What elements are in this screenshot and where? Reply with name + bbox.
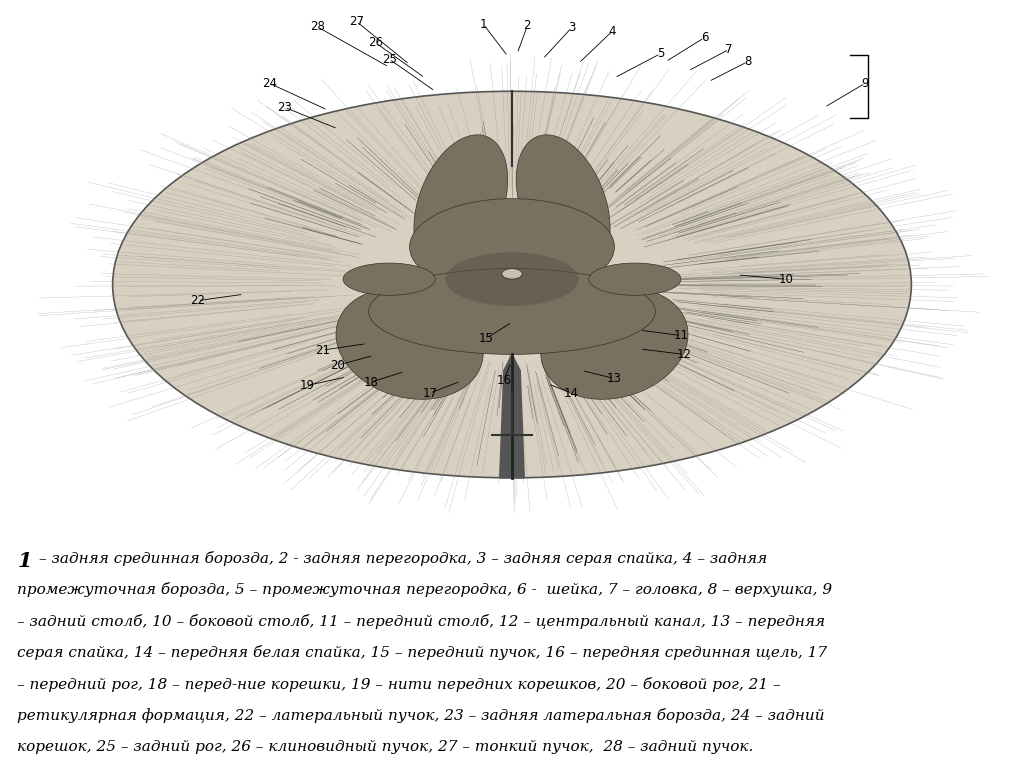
Text: 1: 1 xyxy=(479,18,487,31)
Text: 3: 3 xyxy=(567,21,575,35)
Text: 28: 28 xyxy=(310,21,325,33)
Ellipse shape xyxy=(369,268,655,354)
Text: 22: 22 xyxy=(190,295,205,307)
Text: 12: 12 xyxy=(677,348,691,360)
Text: промежуточная борозда, 5 – промежуточная перегородка, 6 -  шейка, 7 – головка, 8: промежуточная борозда, 5 – промежуточная… xyxy=(17,582,833,597)
Text: 18: 18 xyxy=(364,376,378,389)
Text: 13: 13 xyxy=(607,372,622,385)
Ellipse shape xyxy=(516,135,610,273)
Ellipse shape xyxy=(541,288,688,400)
Text: 26: 26 xyxy=(369,37,383,49)
Ellipse shape xyxy=(445,252,579,306)
Text: 9: 9 xyxy=(861,77,869,90)
Text: 23: 23 xyxy=(278,101,292,114)
Text: 11: 11 xyxy=(674,329,688,342)
Ellipse shape xyxy=(414,135,508,273)
Text: 27: 27 xyxy=(349,15,364,28)
Ellipse shape xyxy=(336,288,483,400)
Text: 14: 14 xyxy=(564,387,579,400)
Text: – передний рог, 18 – перед-ние корешки, 19 – нити передних корешков, 20 – боково: – передний рог, 18 – перед-ние корешки, … xyxy=(17,676,781,692)
Text: корешок, 25 – задний рог, 26 – клиновидный пучок, 27 – тонкий пучок,  28 – задни: корешок, 25 – задний рог, 26 – клиновидн… xyxy=(17,739,754,753)
Text: – задняя срединная борозда, 2 - задняя перегородка, 3 – задняя серая спайка, 4 –: – задняя срединная борозда, 2 - задняя п… xyxy=(39,551,767,566)
Ellipse shape xyxy=(589,263,681,295)
Ellipse shape xyxy=(410,199,614,295)
Text: 21: 21 xyxy=(315,344,330,357)
Text: – задний столб, 10 – боковой столб, 11 – передний столб, 12 – центральный канал,: – задний столб, 10 – боковой столб, 11 –… xyxy=(17,614,825,629)
Text: 16: 16 xyxy=(497,374,511,387)
Ellipse shape xyxy=(113,91,911,478)
Text: 7: 7 xyxy=(725,43,733,56)
Text: 15: 15 xyxy=(479,332,494,344)
Text: 17: 17 xyxy=(423,387,437,400)
Text: 20: 20 xyxy=(331,359,345,371)
Text: 5: 5 xyxy=(656,48,665,60)
Ellipse shape xyxy=(425,242,599,306)
Text: 10: 10 xyxy=(779,273,794,285)
Text: ретикулярная формация, 22 – латеральный пучок, 23 – задняя латеральная борозда, : ретикулярная формация, 22 – латеральный … xyxy=(17,708,825,723)
Ellipse shape xyxy=(343,263,435,295)
Text: 8: 8 xyxy=(743,55,752,68)
Text: 19: 19 xyxy=(300,379,314,392)
Text: 24: 24 xyxy=(262,77,276,90)
Circle shape xyxy=(502,268,522,279)
Text: 2: 2 xyxy=(523,19,531,32)
Text: 25: 25 xyxy=(382,53,396,65)
Text: 6: 6 xyxy=(700,31,709,44)
Text: 4: 4 xyxy=(608,25,616,38)
Polygon shape xyxy=(500,354,524,478)
Text: серая спайка, 14 – передняя белая спайка, 15 – передний пучок, 16 – передняя сре: серая спайка, 14 – передняя белая спайка… xyxy=(17,645,827,660)
Text: 1: 1 xyxy=(17,551,32,571)
